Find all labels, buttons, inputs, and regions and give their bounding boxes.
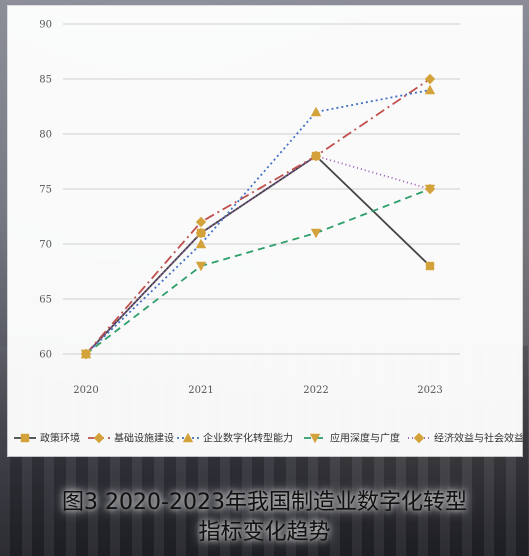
x-tick-label: 2022 <box>303 385 328 396</box>
legend-marker <box>413 432 425 444</box>
y-tick-label: 70 <box>39 240 52 251</box>
data-point <box>195 261 207 272</box>
data-point <box>424 73 436 85</box>
x-tick-label: 2021 <box>188 385 213 396</box>
series-line <box>85 89 431 355</box>
figure-caption-line2: 指标变化趋势 <box>198 520 331 545</box>
legend-marker <box>309 433 321 444</box>
legend-label: 企业数字化转型能力 <box>203 432 293 445</box>
y-tick-label: 65 <box>39 295 52 306</box>
data-point <box>195 227 207 239</box>
series-line <box>85 78 431 355</box>
data-point <box>425 261 435 271</box>
data-point <box>310 228 322 239</box>
data-point <box>80 348 92 360</box>
x-tick-label: 2020 <box>73 385 98 396</box>
legend-label: 应用深度与广度 <box>330 432 400 445</box>
legend-label: 政策环境 <box>40 432 80 445</box>
y-tick-label: 85 <box>39 75 52 86</box>
legend-marker <box>93 432 105 444</box>
chart-panel <box>8 6 522 456</box>
data-point <box>195 216 207 228</box>
data-point <box>195 238 207 249</box>
data-point <box>424 183 436 195</box>
series-line <box>85 155 431 355</box>
data-point <box>424 84 436 95</box>
series-line <box>85 154 431 355</box>
data-point <box>310 150 322 162</box>
legend-marker <box>20 433 30 443</box>
legend-marker <box>182 432 194 443</box>
data-point <box>310 106 322 117</box>
legend-label: 基础设施建设 <box>114 432 174 445</box>
figure-caption-line1: 图3 2020-2023年我国制造业数字化转型 <box>62 490 467 515</box>
y-tick-label: 60 <box>39 350 52 361</box>
y-tick-label: 75 <box>39 185 52 196</box>
x-tick-label: 2023 <box>417 385 442 396</box>
legend-label: 经济效益与社会效益 <box>434 432 524 445</box>
series-line <box>85 188 431 355</box>
y-tick-label: 80 <box>39 130 52 141</box>
y-tick-label: 90 <box>39 20 52 31</box>
